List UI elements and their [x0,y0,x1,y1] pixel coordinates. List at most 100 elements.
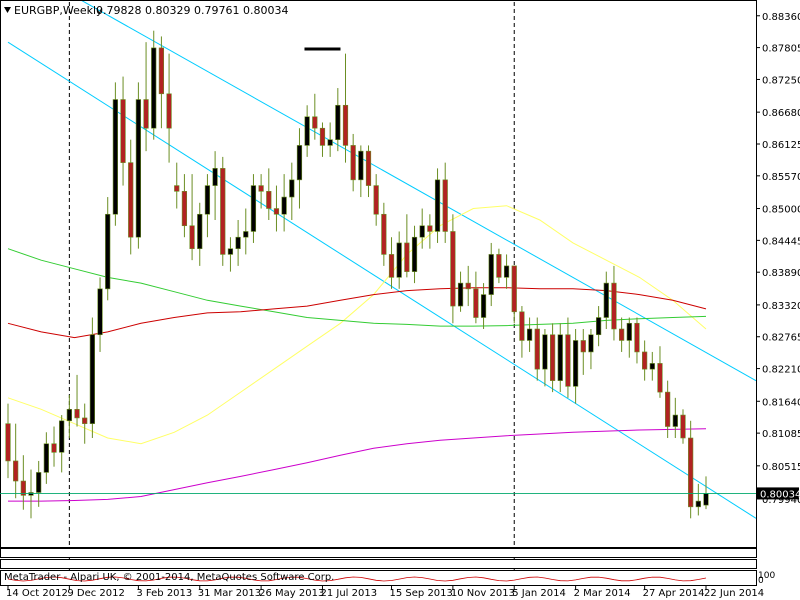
candle [703,493,709,506]
candle [135,99,141,238]
candle [419,225,425,238]
x-tick-label: 10 Nov 2013 [451,588,515,599]
sub-panel-1 [0,548,757,558]
channel-line[interactable] [8,0,757,382]
candle [534,328,540,370]
candle [197,213,203,249]
candle [166,93,172,129]
candle [243,231,249,238]
candle [573,340,579,387]
x-tick-label: 26 May 2013 [259,588,324,599]
candle [442,179,448,232]
candle [273,208,280,215]
candle [488,254,494,295]
candle [565,334,571,387]
candle [465,282,471,290]
candle [120,99,126,163]
y-tick-label: 0.83320 [762,301,800,312]
x-tick-label: 21 Jul 2013 [320,588,377,599]
y-tick-label: 0.81085 [762,429,800,440]
y-tick-label: 0.81640 [762,397,800,408]
candle [473,288,479,318]
candle [626,322,632,341]
moving-average-green [7,248,707,327]
x-tick-label: 5 Jan 2014 [512,588,566,599]
y-tick-label: 0.85000 [762,205,800,216]
candle-layer [5,30,709,519]
separator-layer [68,2,515,586]
sub-panel-2 [0,559,757,569]
candle [526,328,533,341]
candle [105,213,111,290]
symbol-label: EURGBP,Weekly [14,4,103,17]
candle [59,420,65,453]
y-tick-label: 0.83890 [762,268,800,279]
y-tick-label: 0.85570 [762,172,800,183]
x-tick-label: 31 Mar 2013 [198,588,261,599]
current-price-label: 0.80034 [760,489,800,500]
candle [227,248,234,255]
candle [450,231,456,307]
y-tick-label: 0.87250 [762,75,800,86]
candle [411,236,418,272]
y-tick-label: 0.80515 [762,462,800,473]
candle [588,334,594,353]
candle [350,145,356,181]
candle [680,414,686,439]
candle [281,196,287,215]
candle [457,282,464,307]
candle [319,127,326,146]
candle [204,185,211,215]
candle [289,179,295,198]
candle [51,443,57,453]
candle [158,47,165,95]
x-tick-label: 3 Feb 2013 [136,588,192,599]
candle [235,236,241,249]
candle [112,99,118,215]
candle [373,185,379,215]
y-tick-label: 0.87805 [762,44,800,55]
candle [580,340,586,353]
candle [5,423,11,462]
candle [642,351,648,370]
candle [358,150,364,181]
channel-layer[interactable] [7,0,757,519]
candle [381,213,387,255]
candle [312,116,318,129]
x-tick-label: 2 Mar 2014 [574,588,631,599]
candle [74,409,80,419]
current-price-box [757,487,799,500]
y-tick-label: 0.88360 [762,12,800,23]
channel-line[interactable] [7,41,757,519]
candle [634,322,640,353]
candle [143,99,149,129]
candle [189,225,195,249]
candle [596,317,602,336]
candle [43,443,49,473]
x-tick-label: 9 Dec 2012 [67,588,125,599]
candle [365,150,372,186]
candle [258,185,264,192]
candle [20,480,26,496]
ohlc-readout: 0.79828 0.80329 0.79761 0.80034 [96,4,288,17]
candle [542,334,548,370]
y-tick-label: 0.79940 [762,495,800,506]
x-tick-label: 22 Jun 2014 [704,588,764,599]
candle [427,225,433,232]
candle [503,265,510,278]
candle [266,191,272,209]
candle [342,104,349,146]
candle [151,47,157,129]
candle [603,282,609,318]
candle [688,437,694,508]
candle [404,242,410,272]
candle [13,460,19,482]
indicator-panel-frame [0,570,757,586]
chevron-down-icon[interactable] [4,7,11,13]
candle [549,334,556,381]
x-tick-label: 15 Sep 2013 [390,588,453,599]
moving-average-layer [7,205,707,502]
candle [649,363,655,370]
candle [128,162,134,238]
